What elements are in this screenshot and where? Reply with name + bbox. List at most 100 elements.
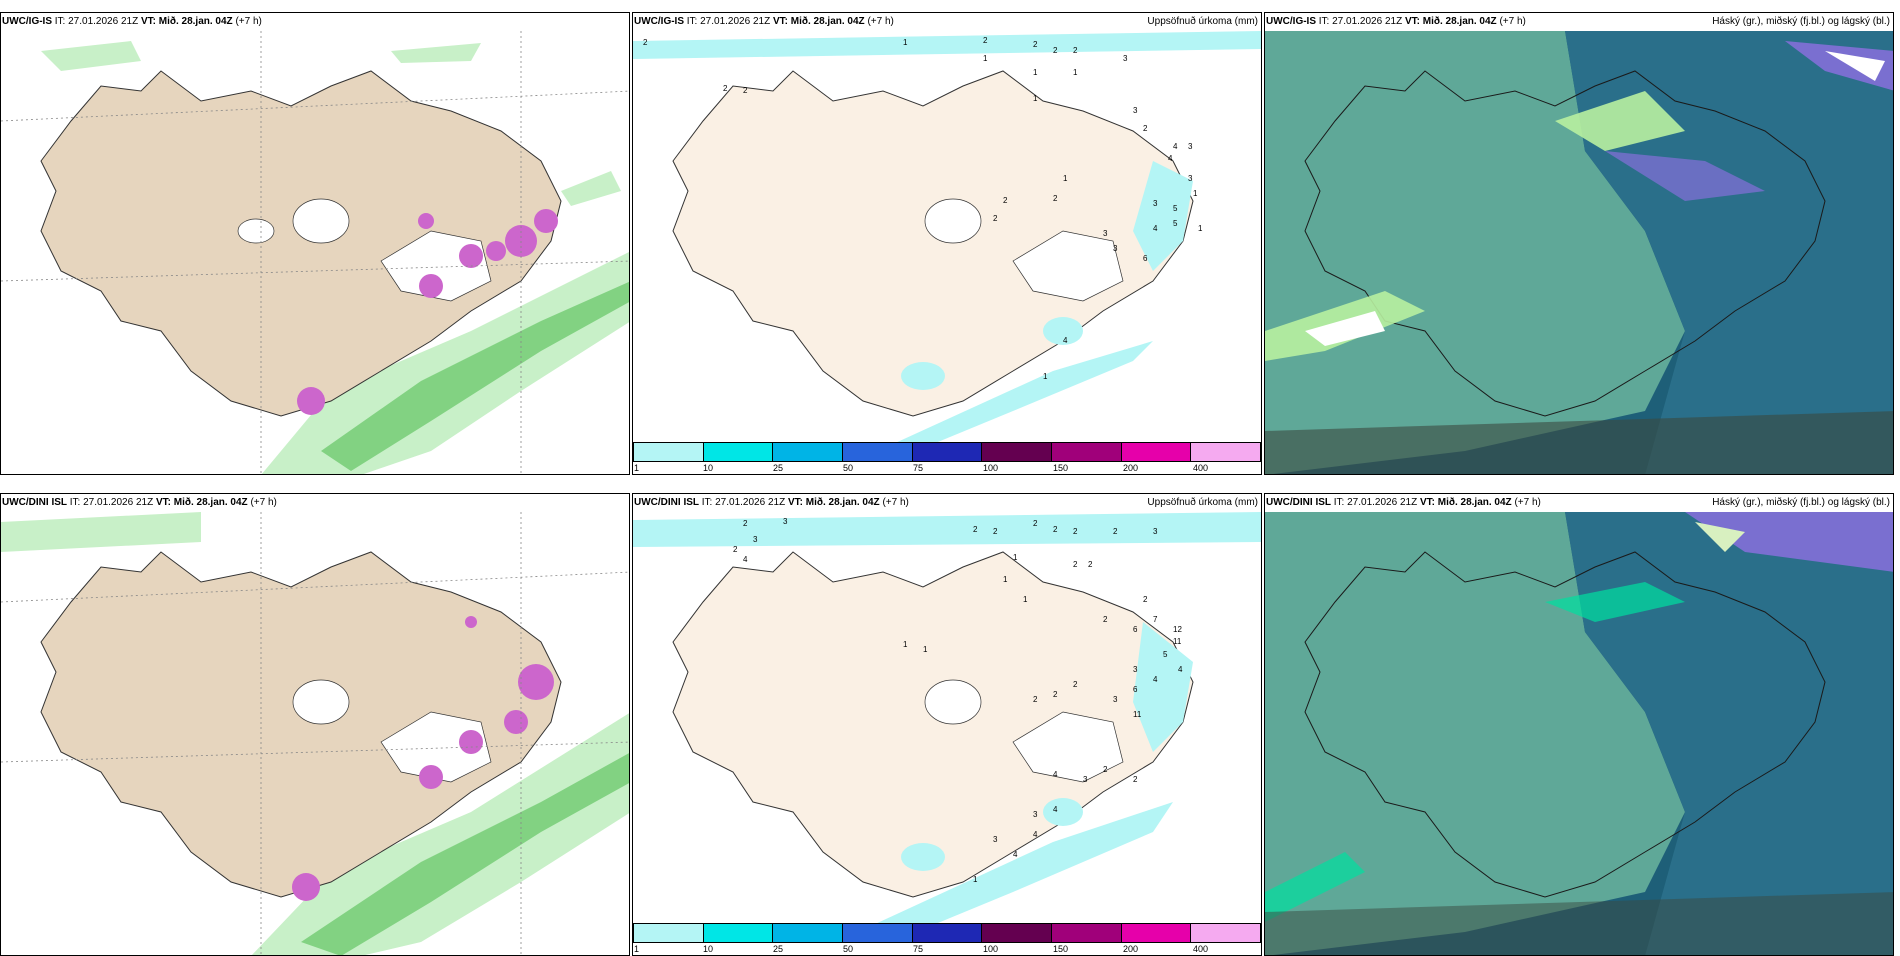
precip-value: 2 (993, 527, 998, 536)
colorbar-label: 100 (983, 944, 999, 954)
colorbar-label: 75 (913, 463, 924, 473)
precip-value: 2 (1073, 560, 1078, 569)
precip-value: 4 (1173, 142, 1178, 151)
precip-value: 2 (1103, 615, 1108, 624)
valid-time: VT: Mið. 28.jan. 04Z (1419, 497, 1512, 508)
precip-value: 11 (1173, 637, 1182, 646)
precip-value: 4 (1053, 805, 1058, 814)
precip-value: 1 (1033, 94, 1038, 103)
precip-value: 3 (1033, 810, 1038, 819)
precip-value: 3 (1123, 54, 1128, 63)
colorbar-label: 150 (1053, 944, 1069, 954)
precip-value: 2 (1113, 527, 1118, 536)
colorbar-label: 25 (773, 944, 784, 954)
panel-title: UWC/DINI ISL IT: 27.01.2026 21Z VT: Mið.… (1, 494, 629, 512)
panel-title: UWC/IG-IS IT: 27.01.2026 21Z VT: Mið. 28… (633, 13, 1261, 31)
precip-value: 6 (1133, 625, 1138, 634)
colorbar-label: 75 (913, 944, 924, 954)
precip-value: 1 (923, 645, 928, 654)
precip-value: 2 (1143, 595, 1148, 604)
precip-value: 1 (1023, 595, 1028, 604)
colorbar-label: 50 (843, 463, 854, 473)
model-name: UWC/DINI ISL (2, 497, 67, 508)
wind-map (1, 31, 629, 474)
colorbar-label: 400 (1193, 944, 1209, 954)
valid-time: VT: Mið. 28.jan. 04Z (155, 497, 248, 508)
panel-clouds-bottom: UWC/DINI ISL IT: 27.01.2026 21Z VT: Mið.… (1264, 493, 1894, 956)
precip-value: 4 (1013, 850, 1018, 859)
precip-value: 5 (1173, 219, 1178, 228)
model-name: UWC/DINI ISL (1266, 497, 1331, 508)
precip-value: 3 (1113, 244, 1118, 253)
precip-value: 4 (1063, 336, 1068, 345)
colorbar-labels: 1 10 25 50 75 100 150 200 400 (633, 463, 1261, 474)
model-name: UWC/IG-IS (1266, 16, 1316, 27)
precip-value: 2 (723, 84, 728, 93)
panel-wind-bottom: UWC/DINI ISL IT: 27.01.2026 21Z VT: Mið.… (0, 493, 630, 956)
precip-colorbar: 1 10 25 50 75 100 150 200 400 (633, 442, 1261, 474)
precip-value: 3 (1188, 174, 1193, 183)
panel-precip-top: UWC/IG-IS IT: 27.01.2026 21Z VT: Mið. 28… (632, 12, 1262, 475)
precip-value: 2 (983, 36, 988, 45)
precip-value: 2 (1073, 46, 1078, 55)
colorbar-label: 1 (634, 463, 640, 473)
init-time: IT: 27.01.2026 21Z (1318, 16, 1403, 27)
precip-value: 4 (1033, 830, 1038, 839)
colorbar-label: 10 (703, 944, 714, 954)
colorbar-label: 1 (634, 944, 640, 954)
precip-value: 1 (1073, 68, 1078, 77)
precip-value: 2 (1073, 680, 1078, 689)
precip-value: 11 (1133, 710, 1142, 719)
precip-value: 2 (1053, 525, 1058, 534)
precip-value: 2 (1073, 527, 1078, 536)
colorbar-label: 25 (773, 463, 784, 473)
panel-title: UWC/DINI ISL IT: 27.01.2026 21Z VT: Mið.… (633, 494, 1261, 512)
lead-time: (+7 h) (1514, 497, 1541, 508)
precip-value: 2 (1143, 124, 1148, 133)
precip-value: 4 (743, 555, 748, 564)
precip-value: 3 (1103, 229, 1108, 238)
panel-title: UWC/DINI ISL IT: 27.01.2026 21Z VT: Mið.… (1265, 494, 1893, 512)
precip-value: 1 (903, 38, 908, 47)
colorbar-label: 10 (703, 463, 714, 473)
colorbar-label: 400 (1193, 463, 1209, 473)
model-name: UWC/DINI ISL (634, 497, 699, 508)
colorbar-label: 200 (1123, 463, 1139, 473)
init-time: IT: 27.01.2026 21Z (701, 497, 786, 508)
precip-value: 1 (983, 54, 988, 63)
precip-value: 2 (643, 38, 648, 47)
precip-value: 3 (993, 835, 998, 844)
colorbar-label: 150 (1053, 463, 1069, 473)
init-time: IT: 27.01.2026 21Z (69, 497, 154, 508)
colorbar-label: 50 (843, 944, 854, 954)
precip-value: 2 (993, 214, 998, 223)
precip-value: 1 (973, 875, 978, 884)
wind-map (1, 512, 629, 955)
precip-value: 3 (1113, 695, 1118, 704)
precip-value: 1 (1033, 68, 1038, 77)
precip-value: 3 (1153, 527, 1158, 536)
precip-value: 1 (1003, 575, 1008, 584)
precip-value: 2 (1033, 519, 1038, 528)
precip-value: 3 (783, 517, 788, 526)
precip-map: 2 1 2 2 2 2 1 3 1 1 1 3 2 1 4 3 2 4 3 1 (633, 31, 1261, 444)
precip-value: 3 (1083, 775, 1088, 784)
precip-value: 3 (1153, 199, 1158, 208)
precip-value: 1 (903, 640, 908, 649)
colorbar-swatches (633, 923, 1261, 943)
colorbar-label: 100 (983, 463, 999, 473)
model-name: UWC/IG-IS (634, 16, 684, 27)
precip-value: 3 (1133, 665, 1138, 674)
precip-value: 4 (1168, 154, 1173, 163)
valid-time: VT: Mið. 28.jan. 04Z (1404, 16, 1497, 27)
precip-value: 12 (1173, 625, 1182, 634)
panel-title: UWC/IG-IS IT: 27.01.2026 21Z VT: Mið. 28… (1265, 13, 1893, 31)
precip-value: 2 (1003, 196, 1008, 205)
lead-time: (+7 h) (867, 16, 894, 27)
panel-clouds-top: UWC/IG-IS IT: 27.01.2026 21Z VT: Mið. 28… (1264, 12, 1894, 475)
precip-value: 2 (743, 519, 748, 528)
lead-time: (+7 h) (1499, 16, 1526, 27)
precip-value: 3 (1188, 142, 1193, 151)
clouds-map (1265, 512, 1893, 955)
precip-value: 2 (733, 545, 738, 554)
